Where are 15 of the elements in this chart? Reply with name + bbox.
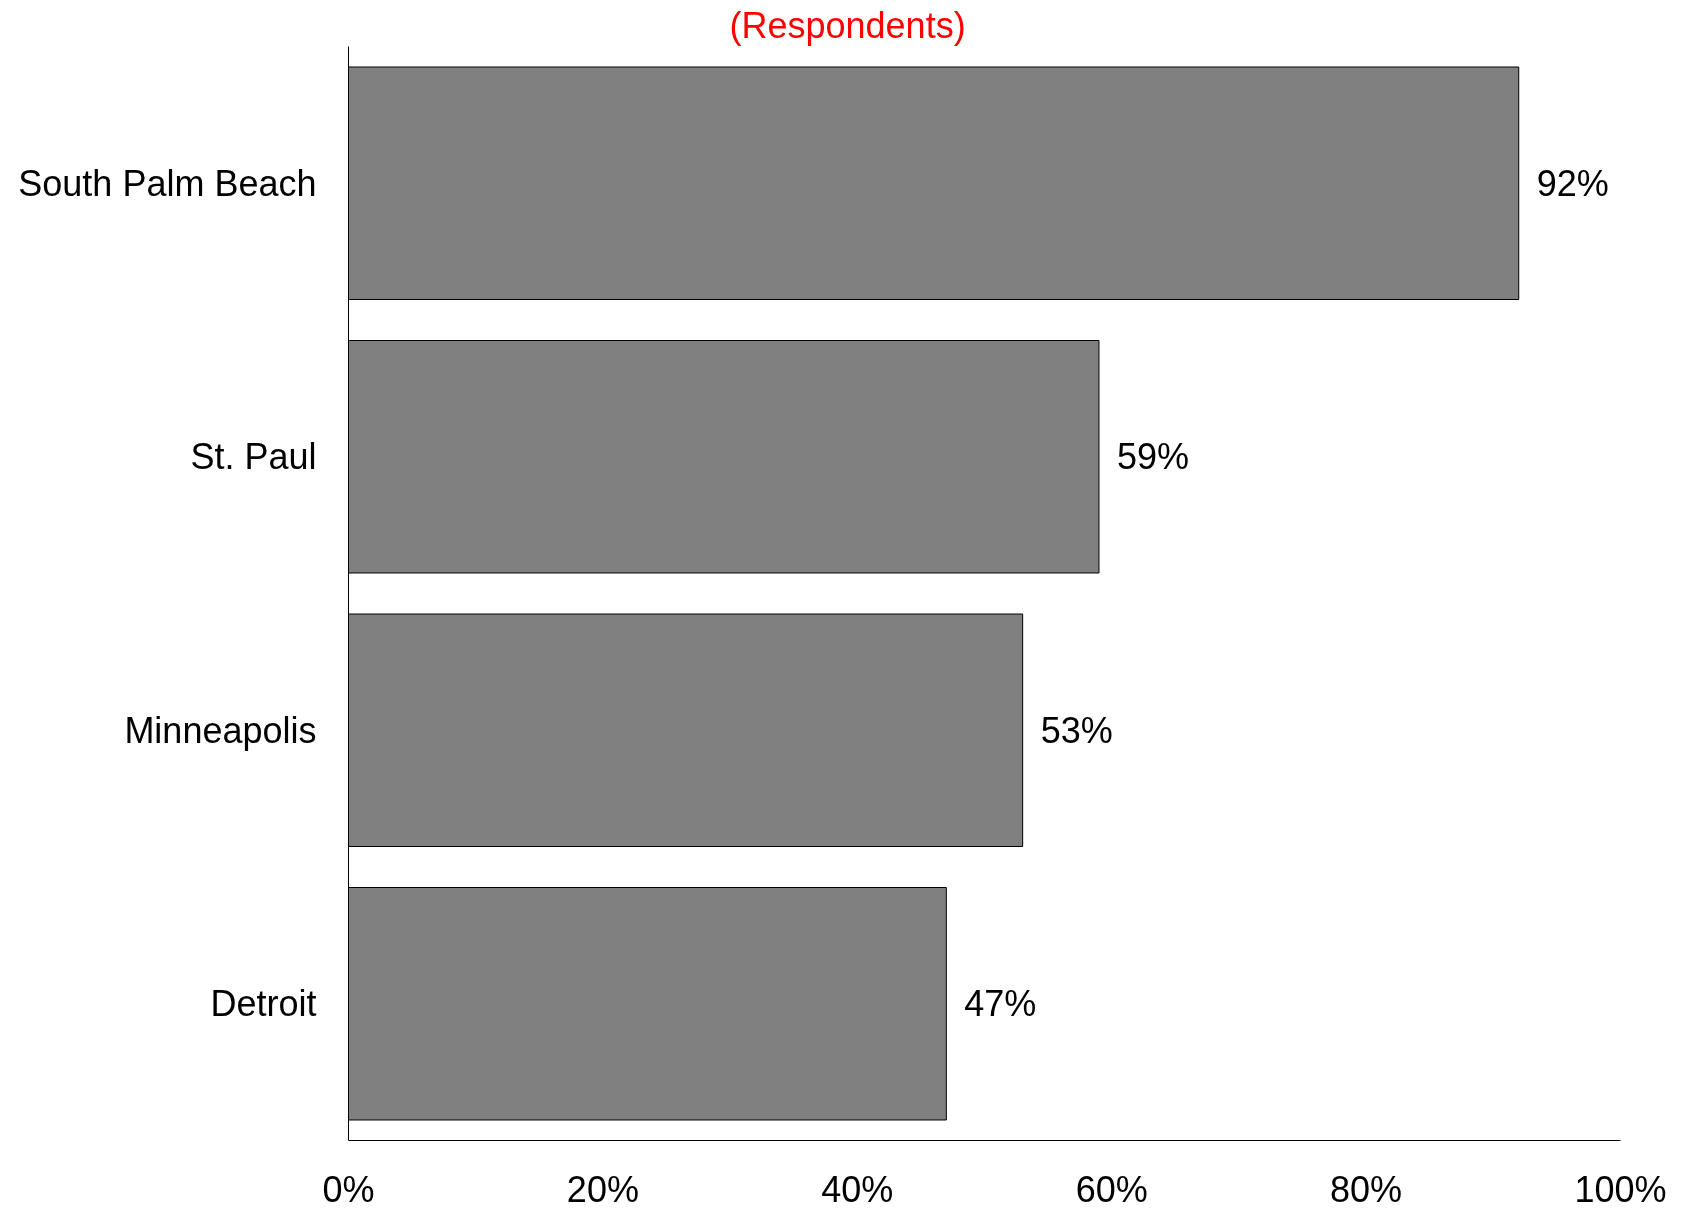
data-label: 53% <box>1040 709 1113 751</box>
x-tick-label: 40% <box>821 1168 894 1210</box>
x-tick-label: 20% <box>566 1168 639 1210</box>
data-label: 92% <box>1536 162 1609 204</box>
chart-title: (Respondents) <box>729 4 966 46</box>
y-tick-label: Detroit <box>210 983 317 1025</box>
data-label: 47% <box>964 983 1037 1025</box>
x-tick-label: 0% <box>322 1168 375 1210</box>
x-tick-label: 80% <box>1330 1168 1403 1210</box>
y-tick-label: South Palm Beach <box>18 162 317 204</box>
y-tick-label: St. Paul <box>190 436 317 478</box>
x-tick-label: 100% <box>1574 1168 1667 1210</box>
data-label: 59% <box>1116 436 1190 478</box>
y-tick-label: Minneapolis <box>124 709 317 751</box>
x-tick-label: 60% <box>1075 1168 1148 1210</box>
